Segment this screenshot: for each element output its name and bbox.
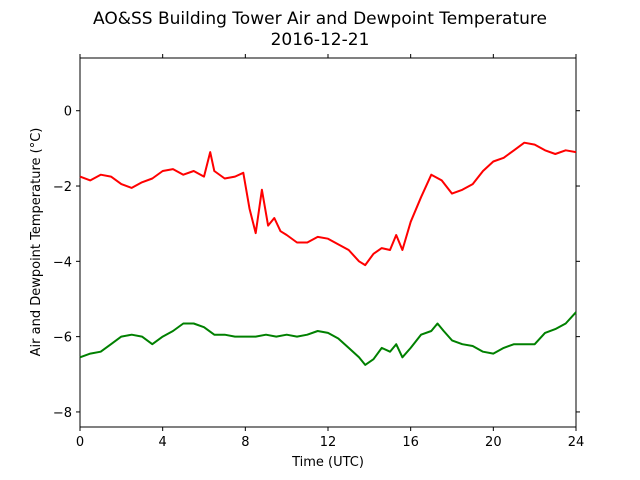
x-tick-label: 16 (402, 435, 419, 450)
y-tick-label: −2 (53, 180, 72, 195)
y-tick-label: −8 (53, 406, 72, 421)
air-temperature-line (79, 141, 577, 267)
y-axis: 0 −2 −4 −6 −8 (53, 105, 580, 421)
plot-area (79, 57, 577, 428)
dewpoint-temperature-line (79, 311, 577, 366)
x-tick-label: 4 (159, 435, 167, 450)
x-tick-label: 12 (320, 435, 337, 450)
chart-subtitle: 2016-12-21 (271, 30, 370, 50)
chart-title: AO&SS Building Tower Air and Dewpoint Te… (93, 9, 547, 29)
x-axis: 0 4 8 12 16 20 24 (76, 54, 584, 450)
x-tick-label: 24 (568, 435, 585, 450)
y-axis-label: Air and Dewpoint Temperature (°C) (29, 128, 44, 357)
y-tick-label: −4 (53, 255, 72, 270)
y-tick-label: 0 (64, 105, 72, 120)
series-layer (79, 141, 577, 366)
x-tick-label: 20 (485, 435, 502, 450)
y-tick-label: −6 (53, 331, 72, 346)
x-axis-label: Time (UTC) (291, 455, 364, 470)
x-tick-label: 0 (76, 435, 84, 450)
x-tick-label: 8 (241, 435, 249, 450)
